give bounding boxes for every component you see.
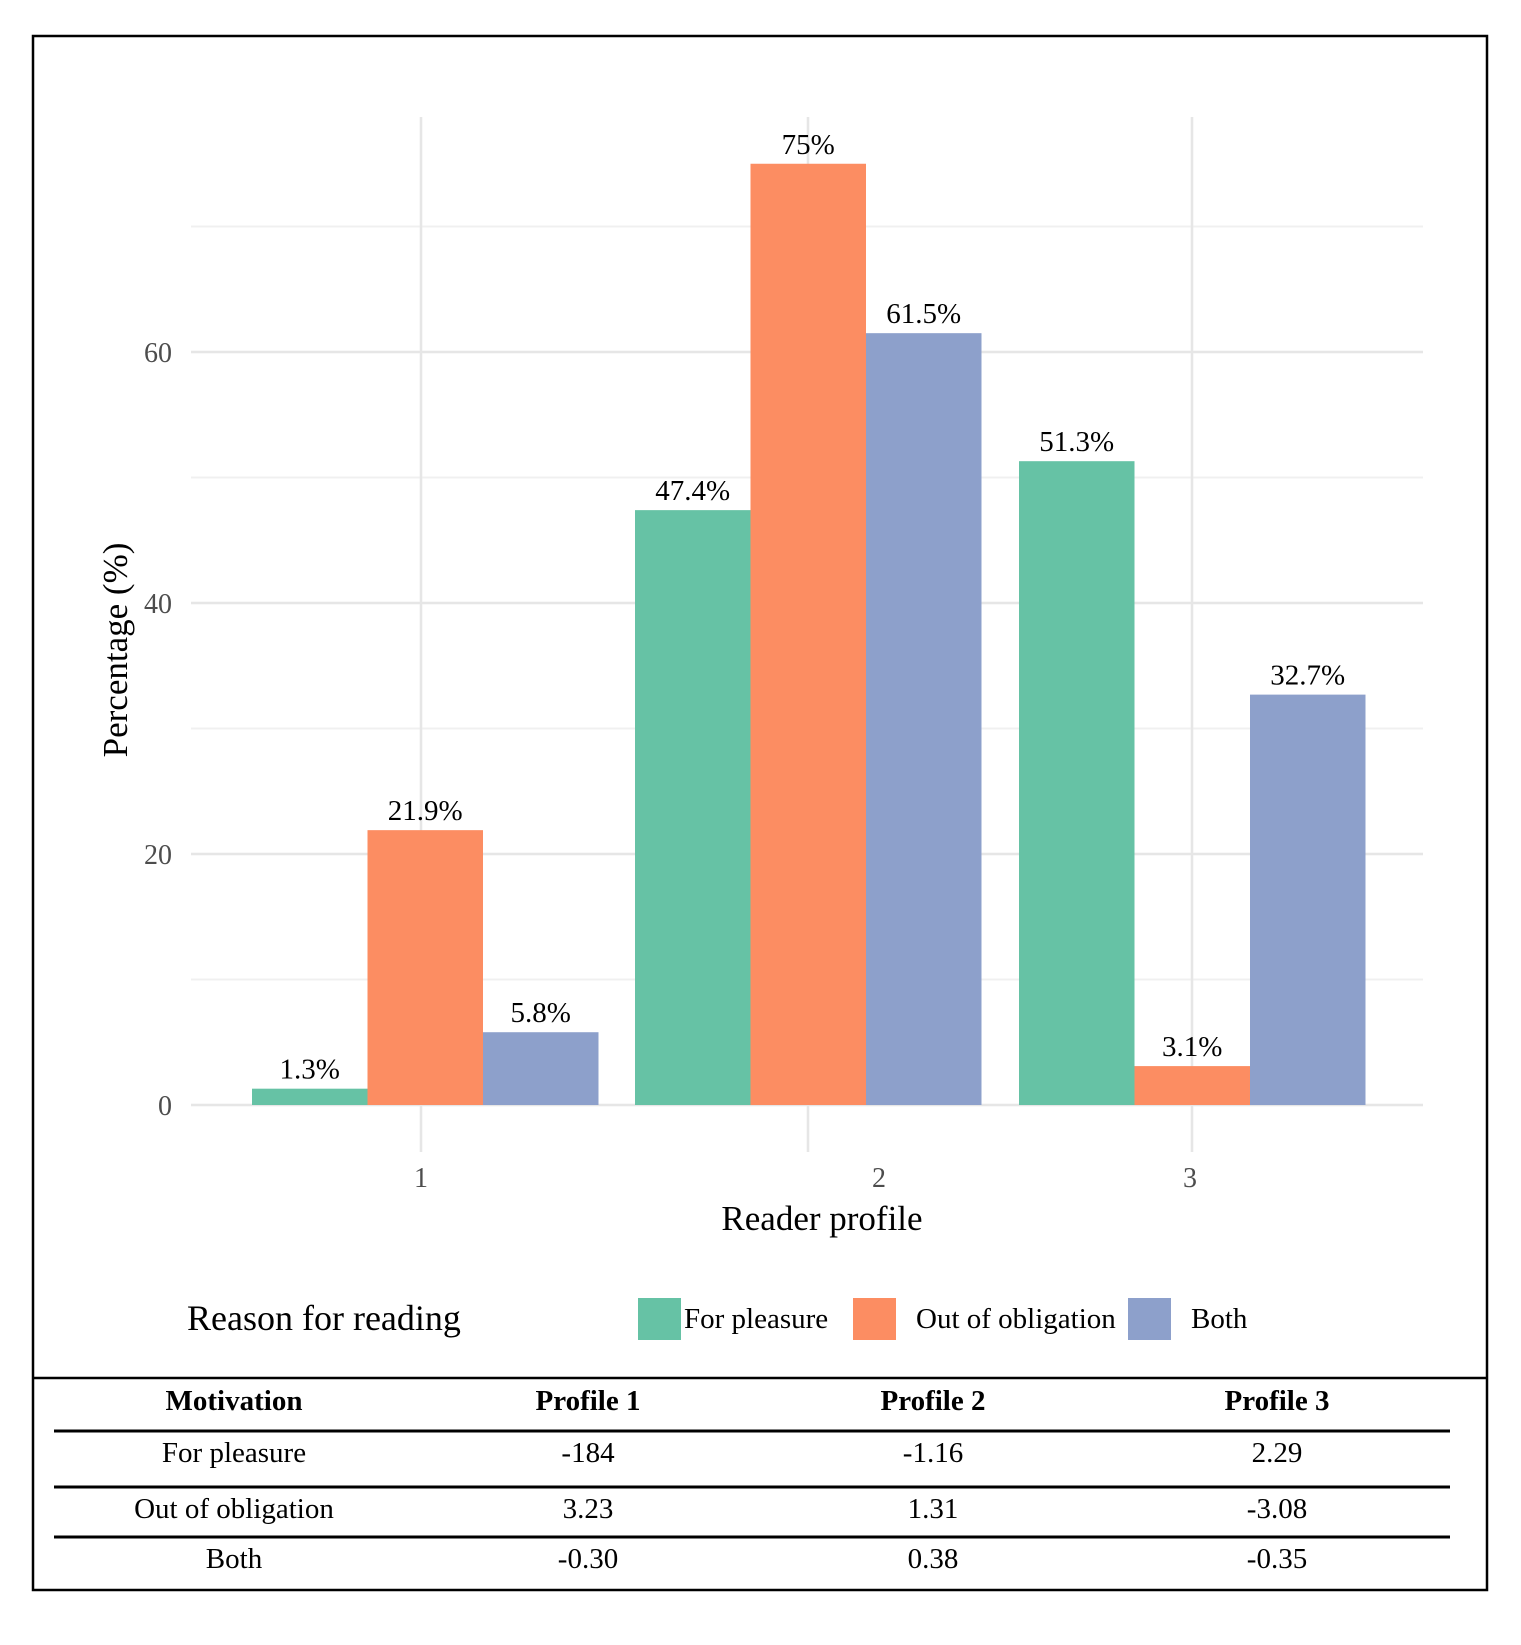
legend-label: For pleasure bbox=[684, 1303, 828, 1335]
y-tick-label: 20 bbox=[144, 840, 172, 871]
bar-out-of-obligation-profile-1 bbox=[367, 830, 483, 1105]
bar-both-profile-3 bbox=[1250, 694, 1366, 1105]
figure-frame bbox=[31, 34, 1489, 1592]
bar-both-profile-1 bbox=[483, 1032, 599, 1105]
table-header: Motivation bbox=[166, 1385, 303, 1417]
table-cell: -1.16 bbox=[903, 1437, 963, 1469]
data-label: 47.4% bbox=[655, 475, 730, 507]
data-label: 75% bbox=[782, 129, 835, 161]
legend-key-for-pleasure bbox=[638, 1298, 681, 1340]
table-cell: -184 bbox=[561, 1437, 615, 1469]
y-tick-label: 60 bbox=[144, 338, 172, 369]
y-tick-label: 0 bbox=[158, 1091, 172, 1122]
coefficient-table: Motivation Profile 1 Profile 2 Profile 3 For… bbox=[54, 1385, 1450, 1575]
x-tick-label: 2 bbox=[872, 1163, 886, 1194]
bar-for-pleasure-profile-3 bbox=[1019, 461, 1135, 1105]
y-tick-label: 40 bbox=[144, 589, 172, 620]
legend-label: Both bbox=[1191, 1303, 1248, 1335]
data-label: 61.5% bbox=[886, 298, 961, 330]
table-cell: 1.31 bbox=[908, 1493, 959, 1525]
row-label: Both bbox=[206, 1543, 263, 1575]
axes: 0 20 40 60 1 2 3 bbox=[144, 338, 1197, 1194]
legend-key-out-of-obligation bbox=[853, 1298, 896, 1340]
table-header: Profile 2 bbox=[881, 1385, 986, 1417]
data-labels: 1.3% 47.4% 51.3% 21.9% 75% 3.1% 5.8% 61.5% 32.7% bbox=[280, 129, 1346, 1086]
legend-title: Reason for reading bbox=[187, 1298, 461, 1338]
x-axis-title: Reader profile bbox=[721, 1199, 922, 1238]
row-label: For pleasure bbox=[162, 1437, 306, 1469]
data-label: 21.9% bbox=[388, 795, 463, 827]
data-label: 51.3% bbox=[1039, 426, 1114, 458]
x-tick-label: 1 bbox=[414, 1163, 428, 1194]
legend: Reason for reading For pleasure Out of ob… bbox=[187, 1298, 1248, 1340]
bar-for-pleasure-profile-2 bbox=[635, 510, 751, 1105]
bars bbox=[252, 163, 1366, 1105]
legend-key-both bbox=[1128, 1298, 1171, 1340]
table-cell: -0.35 bbox=[1247, 1543, 1307, 1575]
bar-out-of-obligation-profile-3 bbox=[1134, 1066, 1250, 1105]
bar-out-of-obligation-profile-2 bbox=[750, 163, 866, 1105]
data-label: 3.1% bbox=[1162, 1031, 1222, 1063]
table-cell: -0.30 bbox=[558, 1543, 618, 1575]
table-cell: 3.23 bbox=[563, 1493, 614, 1525]
legend-label: Out of obligation bbox=[916, 1303, 1116, 1335]
row-label: Out of obligation bbox=[134, 1493, 334, 1525]
data-label: 1.3% bbox=[280, 1054, 340, 1086]
table-header: Profile 1 bbox=[536, 1385, 641, 1417]
data-label: 32.7% bbox=[1270, 660, 1345, 692]
table-header: Profile 3 bbox=[1225, 1385, 1330, 1417]
y-axis-title: Percentage (%) bbox=[96, 543, 135, 758]
x-tick-label: 3 bbox=[1183, 1163, 1197, 1194]
bar-both-profile-2 bbox=[866, 333, 982, 1105]
table-cell: 0.38 bbox=[908, 1543, 959, 1575]
table-cell: -3.08 bbox=[1247, 1493, 1307, 1525]
bar-for-pleasure-profile-1 bbox=[252, 1088, 368, 1105]
data-label: 5.8% bbox=[511, 997, 571, 1029]
table-cell: 2.29 bbox=[1252, 1437, 1303, 1469]
